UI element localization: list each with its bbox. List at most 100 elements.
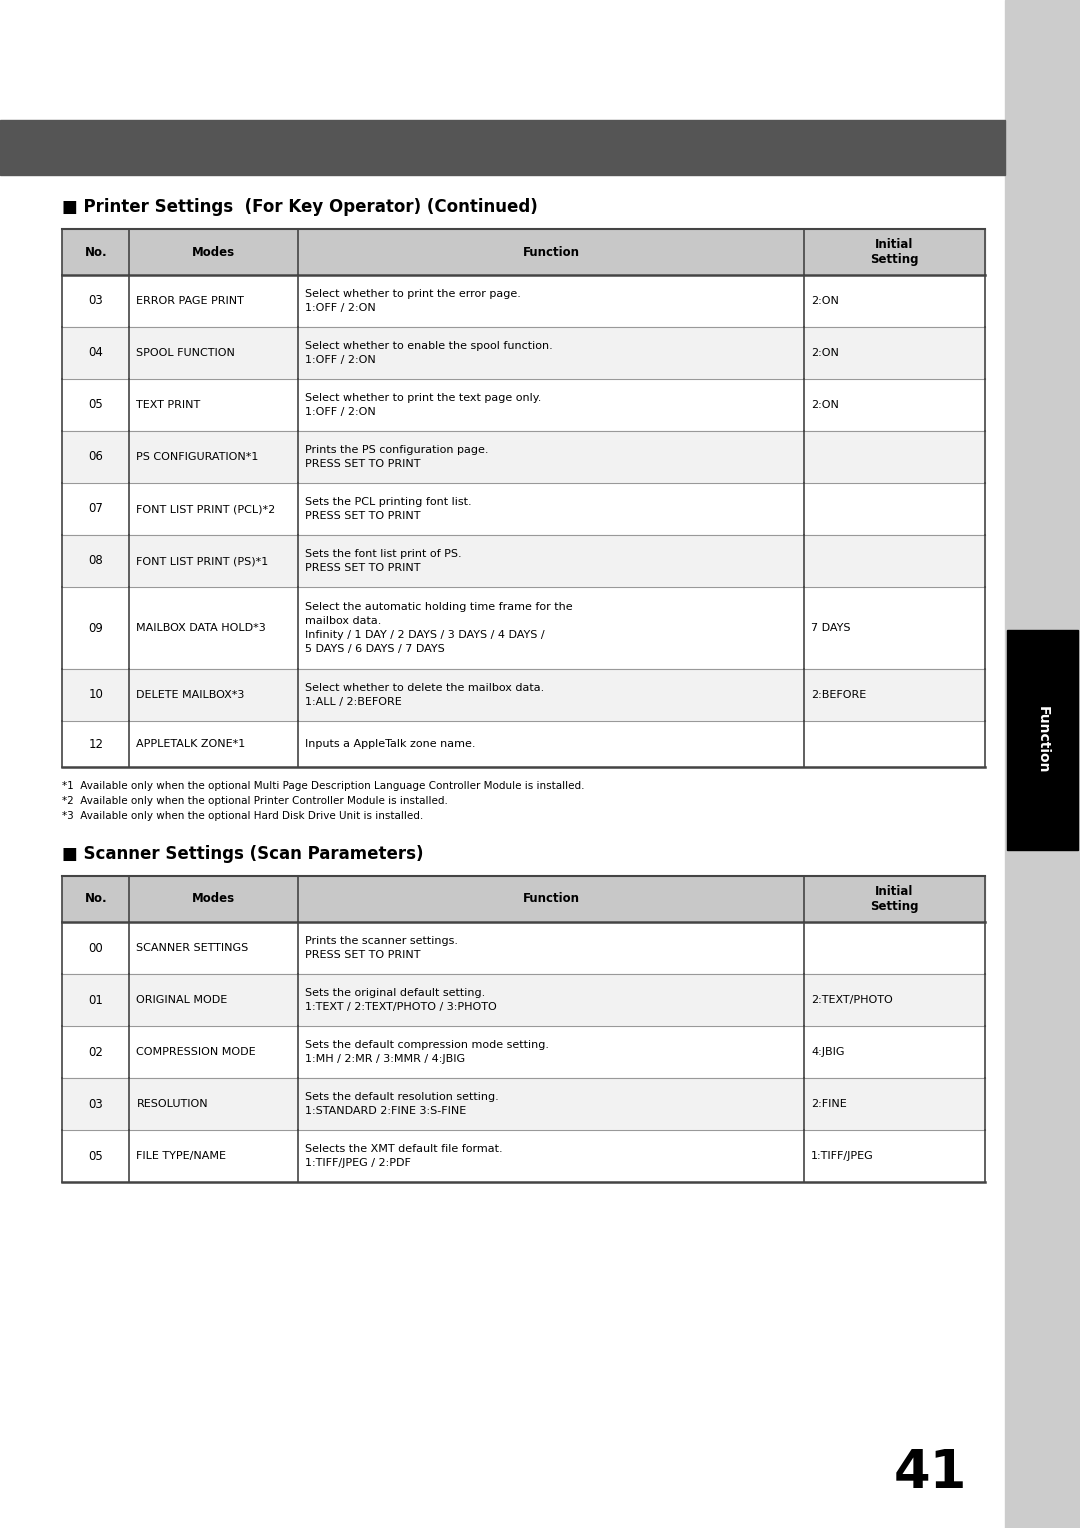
Text: 41: 41 [893, 1447, 967, 1499]
Text: 2:TEXT/PHOTO: 2:TEXT/PHOTO [811, 995, 893, 1005]
Bar [62, 275, 985, 327]
Text: 12: 12 [89, 738, 104, 750]
Text: 05: 05 [89, 399, 103, 411]
Text: 2:ON: 2:ON [811, 348, 839, 358]
Text: *2  Available only when the optional Printer Controller Module is installed.: *2 Available only when the optional Prin… [62, 796, 448, 805]
Text: 00: 00 [89, 941, 103, 955]
Text: 5 DAYS / 6 DAYS / 7 DAYS: 5 DAYS / 6 DAYS / 7 DAYS [306, 643, 445, 654]
Text: TEXT PRINT: TEXT PRINT [136, 400, 201, 410]
Text: Select the automatic holding time frame for the: Select the automatic holding time frame … [306, 602, 572, 613]
Text: ■ Scanner Settings (Scan Parameters): ■ Scanner Settings (Scan Parameters) [62, 845, 423, 863]
Bar [62, 431, 985, 483]
Text: Function: Function [523, 892, 580, 906]
Bar [62, 921, 985, 973]
Text: 1:TIFF/JPEG / 2:PDF: 1:TIFF/JPEG / 2:PDF [306, 1158, 411, 1167]
Text: 09: 09 [89, 622, 103, 634]
Text: Inputs a AppleTalk zone name.: Inputs a AppleTalk zone name. [306, 740, 476, 749]
Text: PRESS SET TO PRINT: PRESS SET TO PRINT [306, 458, 421, 469]
Text: PRESS SET TO PRINT: PRESS SET TO PRINT [306, 562, 421, 573]
Text: FONT LIST PRINT (PS)*1: FONT LIST PRINT (PS)*1 [136, 556, 269, 565]
Text: SCANNER SETTINGS: SCANNER SETTINGS [136, 943, 248, 953]
Text: No.: No. [84, 892, 107, 906]
Bar [62, 1025, 985, 1077]
Text: 02: 02 [89, 1045, 103, 1059]
Text: mailbox data.: mailbox data. [306, 616, 381, 626]
Bar [0, 121, 1005, 176]
Bar [62, 379, 985, 431]
Text: 1:OFF / 2:ON: 1:OFF / 2:ON [306, 406, 376, 417]
Text: PS CONFIGURATION*1: PS CONFIGURATION*1 [136, 452, 259, 461]
Bar [62, 669, 985, 721]
Text: COMPRESSION MODE: COMPRESSION MODE [136, 1047, 256, 1057]
Text: 06: 06 [89, 451, 103, 463]
Text: 03: 03 [89, 295, 103, 307]
Text: Function: Function [523, 246, 580, 258]
Bar [1005, 0, 1080, 1528]
Text: Sets the font list print of PS.: Sets the font list print of PS. [306, 549, 462, 559]
Bar [62, 535, 985, 587]
Text: MAILBOX DATA HOLD*3: MAILBOX DATA HOLD*3 [136, 623, 266, 633]
Text: APPLETALK ZONE*1: APPLETALK ZONE*1 [136, 740, 245, 749]
Text: Sets the default resolution setting.: Sets the default resolution setting. [306, 1093, 499, 1102]
Text: 2:FINE: 2:FINE [811, 1099, 847, 1109]
Bar [62, 327, 985, 379]
Bar [62, 973, 985, 1025]
Text: Infinity / 1 DAY / 2 DAYS / 3 DAYS / 4 DAYS /: Infinity / 1 DAY / 2 DAYS / 3 DAYS / 4 D… [306, 630, 545, 640]
Text: 01: 01 [89, 993, 103, 1007]
Text: FONT LIST PRINT (PCL)*2: FONT LIST PRINT (PCL)*2 [136, 504, 275, 513]
Text: Function: Function [1036, 706, 1050, 773]
Text: Sets the default compression mode setting.: Sets the default compression mode settin… [306, 1041, 550, 1050]
Text: Select whether to print the text page only.: Select whether to print the text page on… [306, 393, 542, 403]
Text: 2:ON: 2:ON [811, 296, 839, 306]
Text: 2:ON: 2:ON [811, 400, 839, 410]
Text: Select whether to print the error page.: Select whether to print the error page. [306, 289, 522, 299]
Text: 1:STANDARD 2:FINE 3:S-FINE: 1:STANDARD 2:FINE 3:S-FINE [306, 1106, 467, 1115]
Text: Sets the PCL printing font list.: Sets the PCL printing font list. [306, 497, 472, 507]
Text: *3  Available only when the optional Hard Disk Drive Unit is installed.: *3 Available only when the optional Hard… [62, 811, 423, 821]
Text: 1:MH / 2:MR / 3:MMR / 4:JBIG: 1:MH / 2:MR / 3:MMR / 4:JBIG [306, 1054, 465, 1063]
Text: Modes: Modes [192, 246, 235, 258]
Text: ORIGINAL MODE: ORIGINAL MODE [136, 995, 228, 1005]
Bar [1007, 630, 1078, 850]
Text: 08: 08 [89, 555, 103, 567]
Text: Prints the scanner settings.: Prints the scanner settings. [306, 937, 458, 946]
Text: ■ Printer Settings  (For Key Operator) (Continued): ■ Printer Settings (For Key Operator) (C… [62, 199, 538, 215]
Text: Sets the original default setting.: Sets the original default setting. [306, 989, 486, 998]
Text: 1:OFF / 2:ON: 1:OFF / 2:ON [306, 303, 376, 313]
Text: 05: 05 [89, 1149, 103, 1163]
Text: SPOOL FUNCTION: SPOOL FUNCTION [136, 348, 235, 358]
Text: PRESS SET TO PRINT: PRESS SET TO PRINT [306, 510, 421, 521]
Text: 1:ALL / 2:BEFORE: 1:ALL / 2:BEFORE [306, 697, 402, 707]
Text: 2:BEFORE: 2:BEFORE [811, 691, 866, 700]
Bar [62, 587, 985, 669]
Text: Initial
Setting: Initial Setting [870, 238, 919, 266]
Text: 10: 10 [89, 689, 103, 701]
Bar [62, 483, 985, 535]
Text: 7 DAYS: 7 DAYS [811, 623, 851, 633]
Text: *1  Available only when the optional Multi Page Description Language Controller : *1 Available only when the optional Mult… [62, 781, 584, 792]
Text: ERROR PAGE PRINT: ERROR PAGE PRINT [136, 296, 244, 306]
Text: 07: 07 [89, 503, 103, 515]
Bar [62, 229, 985, 275]
Text: 1:TEXT / 2:TEXT/PHOTO / 3:PHOTO: 1:TEXT / 2:TEXT/PHOTO / 3:PHOTO [306, 1002, 497, 1012]
Text: Prints the PS configuration page.: Prints the PS configuration page. [306, 445, 489, 455]
Bar [62, 721, 985, 767]
Text: Select whether to delete the mailbox data.: Select whether to delete the mailbox dat… [306, 683, 544, 694]
Text: Modes: Modes [192, 892, 235, 906]
Text: RESOLUTION: RESOLUTION [136, 1099, 208, 1109]
Text: 1:TIFF/JPEG: 1:TIFF/JPEG [811, 1151, 874, 1161]
Text: PRESS SET TO PRINT: PRESS SET TO PRINT [306, 950, 421, 960]
Text: 04: 04 [89, 347, 103, 359]
Text: 03: 03 [89, 1097, 103, 1111]
Text: 1:OFF / 2:ON: 1:OFF / 2:ON [306, 354, 376, 365]
Bar [62, 1077, 985, 1131]
Text: Select whether to enable the spool function.: Select whether to enable the spool funct… [306, 341, 553, 351]
Bar [62, 876, 985, 921]
Text: FILE TYPE/NAME: FILE TYPE/NAME [136, 1151, 227, 1161]
Text: 4:JBIG: 4:JBIG [811, 1047, 845, 1057]
Bar [62, 1131, 985, 1183]
Text: No.: No. [84, 246, 107, 258]
Text: DELETE MAILBOX*3: DELETE MAILBOX*3 [136, 691, 245, 700]
Text: Selects the XMT default file format.: Selects the XMT default file format. [306, 1144, 503, 1154]
Text: Initial
Setting: Initial Setting [870, 885, 919, 914]
